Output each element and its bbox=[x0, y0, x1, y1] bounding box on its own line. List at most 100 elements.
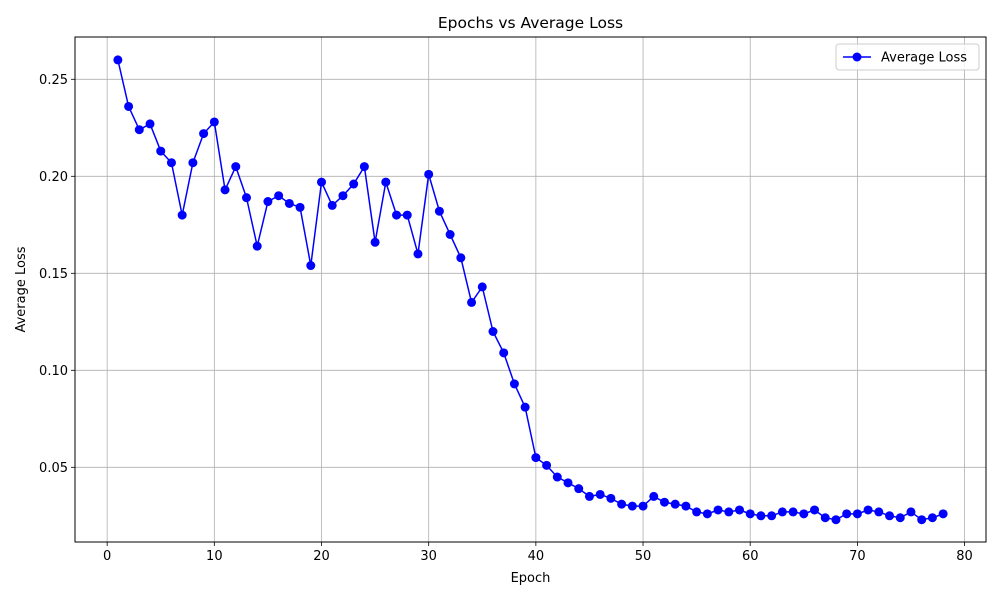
data-point bbox=[402, 210, 412, 220]
data-point bbox=[874, 507, 884, 517]
data-point bbox=[134, 125, 144, 135]
data-point bbox=[745, 509, 755, 519]
data-point bbox=[199, 129, 209, 139]
data-point bbox=[713, 505, 723, 515]
data-point bbox=[767, 511, 777, 521]
y-tick-label: 0.25 bbox=[39, 73, 68, 88]
data-point bbox=[413, 249, 423, 259]
data-point bbox=[531, 453, 541, 463]
data-point bbox=[842, 509, 852, 519]
y-tick-label: 0.15 bbox=[39, 267, 68, 282]
data-point bbox=[649, 491, 659, 501]
data-point bbox=[820, 513, 830, 523]
legend: Average Loss bbox=[835, 43, 980, 71]
chart-title: Epochs vs Average Loss bbox=[438, 14, 623, 32]
x-tick-label: 40 bbox=[528, 549, 545, 564]
data-point bbox=[263, 197, 273, 207]
data-point bbox=[124, 101, 134, 111]
data-point bbox=[627, 501, 637, 511]
data-point bbox=[595, 489, 605, 499]
data-point bbox=[734, 505, 744, 515]
data-point bbox=[520, 402, 530, 412]
series-line bbox=[117, 59, 944, 521]
data-point bbox=[145, 119, 155, 129]
data-point bbox=[831, 515, 841, 525]
data-point bbox=[188, 158, 198, 168]
data-point bbox=[659, 497, 669, 507]
data-point bbox=[499, 348, 509, 358]
grid bbox=[75, 37, 986, 542]
legend-label: Average Loss bbox=[881, 51, 967, 66]
data-point bbox=[359, 162, 369, 172]
x-tick-label: 30 bbox=[420, 549, 437, 564]
x-tick-label: 0 bbox=[103, 549, 111, 564]
data-point bbox=[617, 499, 627, 509]
data-point bbox=[488, 327, 498, 337]
data-point bbox=[799, 509, 809, 519]
data-point bbox=[917, 515, 927, 525]
x-tick-label: 20 bbox=[313, 549, 330, 564]
data-point bbox=[177, 210, 187, 220]
data-point bbox=[681, 501, 691, 511]
data-point bbox=[702, 509, 712, 519]
data-point bbox=[113, 55, 123, 65]
data-point bbox=[563, 478, 573, 488]
data-point bbox=[927, 513, 937, 523]
data-point bbox=[906, 507, 916, 517]
data-point bbox=[209, 117, 219, 127]
data-point bbox=[338, 191, 348, 201]
y-tick-label: 0.10 bbox=[39, 364, 68, 379]
data-point bbox=[863, 505, 873, 515]
axis-ticks: 0 10 20 30 40 50 60 70 80 0.05 0.10 0.15 0.20 0.25 bbox=[39, 73, 973, 564]
plot-area-frame bbox=[74, 36, 987, 543]
data-point bbox=[895, 513, 905, 523]
data-point bbox=[424, 169, 434, 179]
data-point bbox=[606, 493, 616, 503]
data-point bbox=[241, 193, 251, 203]
x-tick-label: 70 bbox=[849, 549, 866, 564]
x-tick-label: 80 bbox=[956, 549, 973, 564]
data-point bbox=[220, 185, 230, 195]
data-point bbox=[670, 499, 680, 509]
data-point bbox=[477, 282, 487, 292]
data-point bbox=[445, 229, 455, 239]
data-point bbox=[284, 198, 294, 208]
series-layer bbox=[113, 55, 948, 525]
data-point bbox=[317, 177, 327, 187]
data-point bbox=[295, 202, 305, 212]
y-tick-label: 0.05 bbox=[39, 461, 68, 476]
data-point bbox=[392, 210, 402, 220]
legend-marker-swatch bbox=[852, 52, 862, 62]
data-point bbox=[306, 261, 316, 271]
x-tick-label: 60 bbox=[742, 549, 759, 564]
data-point bbox=[349, 179, 359, 189]
data-point bbox=[370, 237, 380, 247]
data-point bbox=[274, 191, 284, 201]
data-point bbox=[724, 507, 734, 517]
y-tick-label: 0.20 bbox=[39, 170, 68, 185]
data-point bbox=[885, 511, 895, 521]
data-point bbox=[456, 253, 466, 263]
data-point bbox=[810, 505, 820, 515]
data-point bbox=[777, 507, 787, 517]
data-point bbox=[381, 177, 391, 187]
data-point bbox=[788, 507, 798, 517]
legend-box bbox=[835, 43, 980, 71]
y-axis-label: Average Loss bbox=[14, 246, 29, 332]
data-point bbox=[552, 472, 562, 482]
data-point bbox=[692, 507, 702, 517]
data-point bbox=[756, 511, 766, 521]
data-point bbox=[574, 484, 584, 494]
data-point bbox=[231, 162, 241, 172]
data-point bbox=[584, 491, 594, 501]
data-point bbox=[542, 460, 552, 470]
data-point bbox=[938, 509, 948, 519]
data-point bbox=[252, 241, 262, 251]
x-axis-label: Epoch bbox=[511, 571, 551, 586]
data-point bbox=[434, 206, 444, 216]
data-point bbox=[852, 509, 862, 519]
data-point bbox=[327, 200, 337, 210]
data-point bbox=[156, 146, 166, 156]
data-point bbox=[638, 501, 648, 511]
